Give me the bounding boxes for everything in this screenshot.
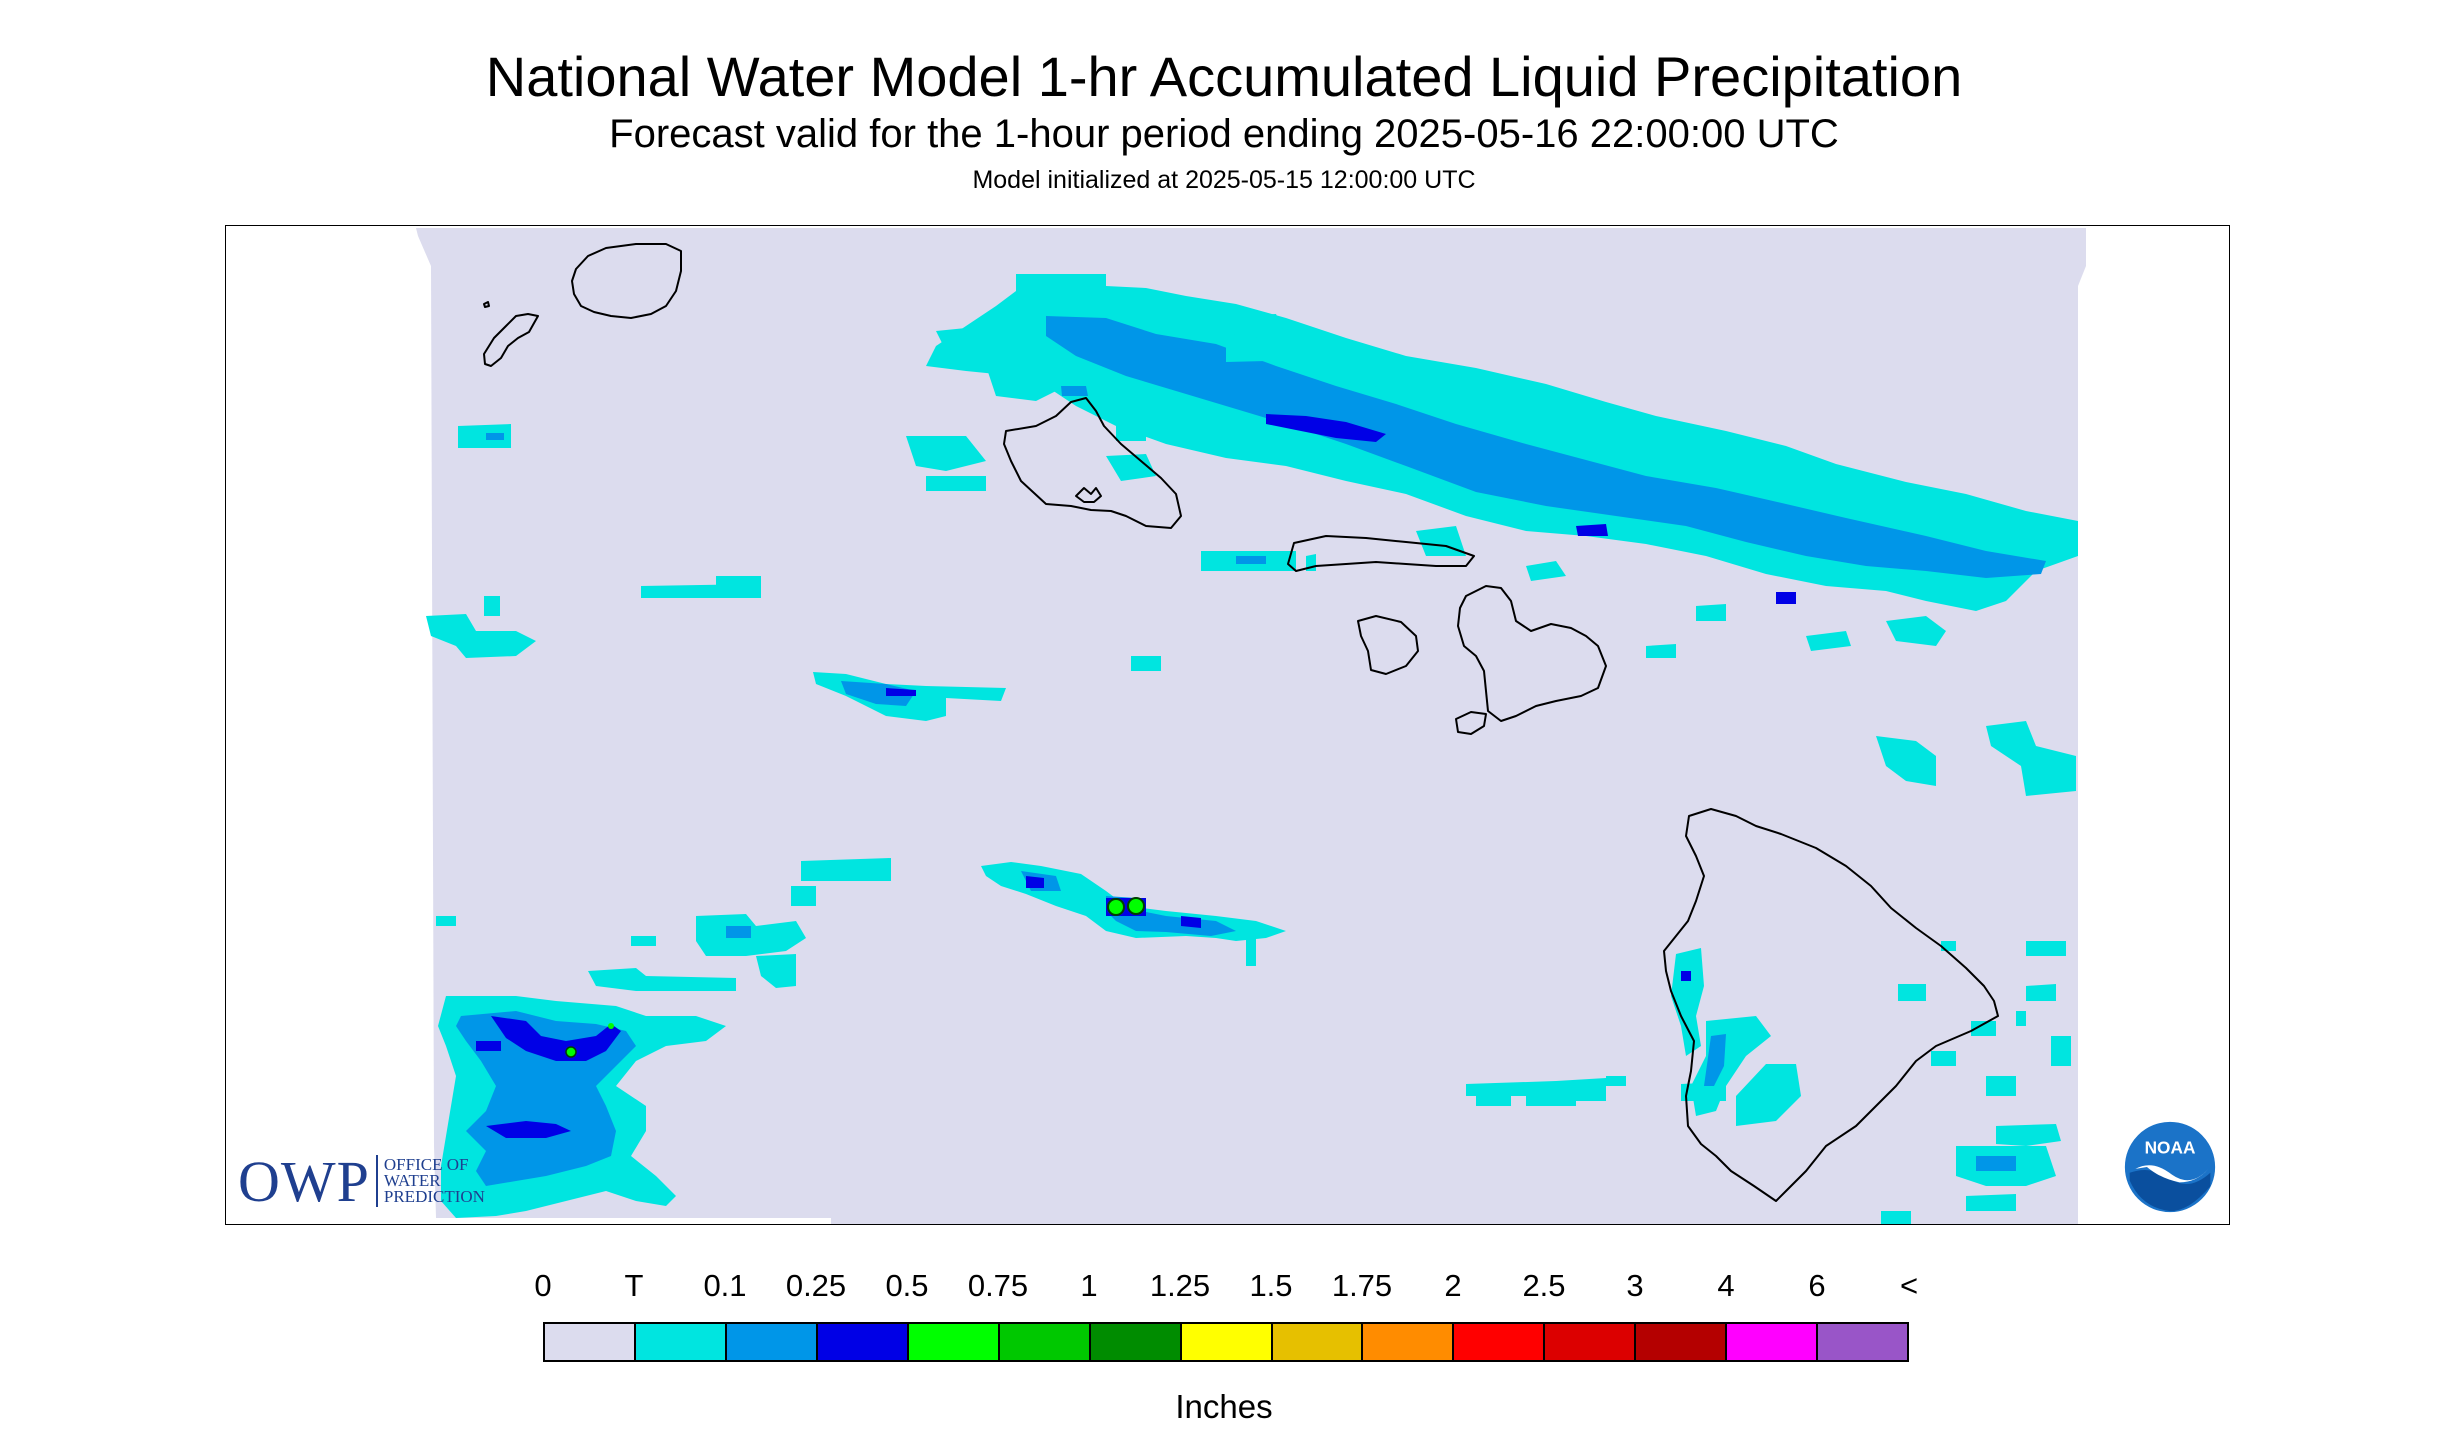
- coastline-molokai: [1287, 535, 1475, 572]
- legend-tick: 0.5: [885, 1268, 929, 1303]
- legend-swatch: [1090, 1324, 1182, 1360]
- coastline-hawaii: [1663, 808, 1999, 1202]
- legend-tick: T: [624, 1268, 644, 1303]
- coastline-oahu: [1003, 397, 1182, 529]
- coastline-kauai: [571, 243, 682, 319]
- rain-cells-oahu: [906, 314, 1676, 671]
- legend-tick: 0.25: [785, 1268, 847, 1303]
- legend-tick: 4: [1717, 1268, 1735, 1303]
- legend-swatch: [999, 1324, 1091, 1360]
- owp-words: OFFICE OF WATER PREDICTION: [383, 1155, 485, 1206]
- rain-cells-big-island: [1466, 941, 2071, 1224]
- coastline-lanai: [1357, 615, 1419, 675]
- legend-tick: 1.25: [1149, 1268, 1211, 1303]
- owp-logo: OWP OFFICE OF WATER PREDICTION: [238, 1149, 485, 1214]
- legend-swatch: [635, 1324, 727, 1360]
- legend-tick: 1.75: [1331, 1268, 1393, 1303]
- model-init-line: Model initialized at 2025-05-15 12:00:00…: [972, 166, 1476, 194]
- legend-tick: 2: [1444, 1268, 1462, 1303]
- legend-tick: 0.1: [703, 1268, 747, 1303]
- coastline-kahoolawe: [1455, 711, 1487, 735]
- precip-layer: [426, 274, 2078, 1224]
- noaa-logo-text: NOAA: [2145, 1138, 2196, 1158]
- rain-cells-central: [791, 858, 1286, 966]
- owp-line-office: OFFICE OF: [383, 1155, 469, 1174]
- coastline-pearl-harbor: [1075, 487, 1102, 503]
- rain-cluster-southwest: [436, 914, 806, 1218]
- legend-swatch: [726, 1324, 818, 1360]
- owp-letters: OWP: [238, 1148, 370, 1214]
- precip-map: [416, 228, 2086, 1224]
- legend-colorbar: [543, 1322, 1909, 1362]
- precip-legend: 0 T 0.1 0.25 0.5 0.75 1 1.25 1.5 1.75 2 …: [534, 1268, 1918, 1362]
- legend-tick: 3: [1626, 1268, 1644, 1303]
- legend-tick: 1.5: [1249, 1268, 1293, 1303]
- noaa-logo: NOAA: [2122, 1119, 2218, 1215]
- map-subtitle: Forecast valid for the 1-hour period end…: [609, 112, 1839, 156]
- owp-divider: [375, 1155, 378, 1207]
- legend-swatch: [545, 1324, 636, 1360]
- owp-line-prediction: PREDICTION: [383, 1187, 485, 1206]
- map-panel: OWP OFFICE OF WATER PREDICTION NOAA: [225, 225, 2230, 1225]
- coastline-maui: [1457, 585, 1607, 722]
- legend-tick: 6: [1808, 1268, 1826, 1303]
- map-title: National Water Model 1-hr Accumulated Li…: [485, 45, 1963, 108]
- legend-tick: <: [1899, 1268, 1919, 1303]
- rain-cells-west: [426, 424, 1006, 721]
- legend-swatch: [1181, 1324, 1273, 1360]
- legend-swatch: [908, 1324, 1000, 1360]
- legend-tick: 1: [1080, 1268, 1098, 1303]
- rain-band-north: [926, 274, 2078, 796]
- legend-tick: 0: [534, 1268, 552, 1303]
- legend-swatch: [1727, 1324, 1819, 1360]
- legend-swatch: [1818, 1324, 1908, 1360]
- legend-swatch: [1636, 1324, 1728, 1360]
- legend-swatch: [1454, 1324, 1546, 1360]
- legend-units: Inches: [1175, 1388, 1273, 1425]
- coastline-layer: [483, 243, 1999, 1202]
- legend-tick: 0.75: [967, 1268, 1029, 1303]
- legend-swatch: [817, 1324, 909, 1360]
- coastline-niihau: [483, 313, 539, 367]
- legend-swatch: [1545, 1324, 1637, 1360]
- owp-line-water: WATER: [383, 1171, 441, 1190]
- legend-tick: 2.5: [1522, 1268, 1566, 1303]
- legend-swatch: [1363, 1324, 1455, 1360]
- coastline-niihau-islet: [483, 301, 490, 308]
- legend-swatch: [1272, 1324, 1364, 1360]
